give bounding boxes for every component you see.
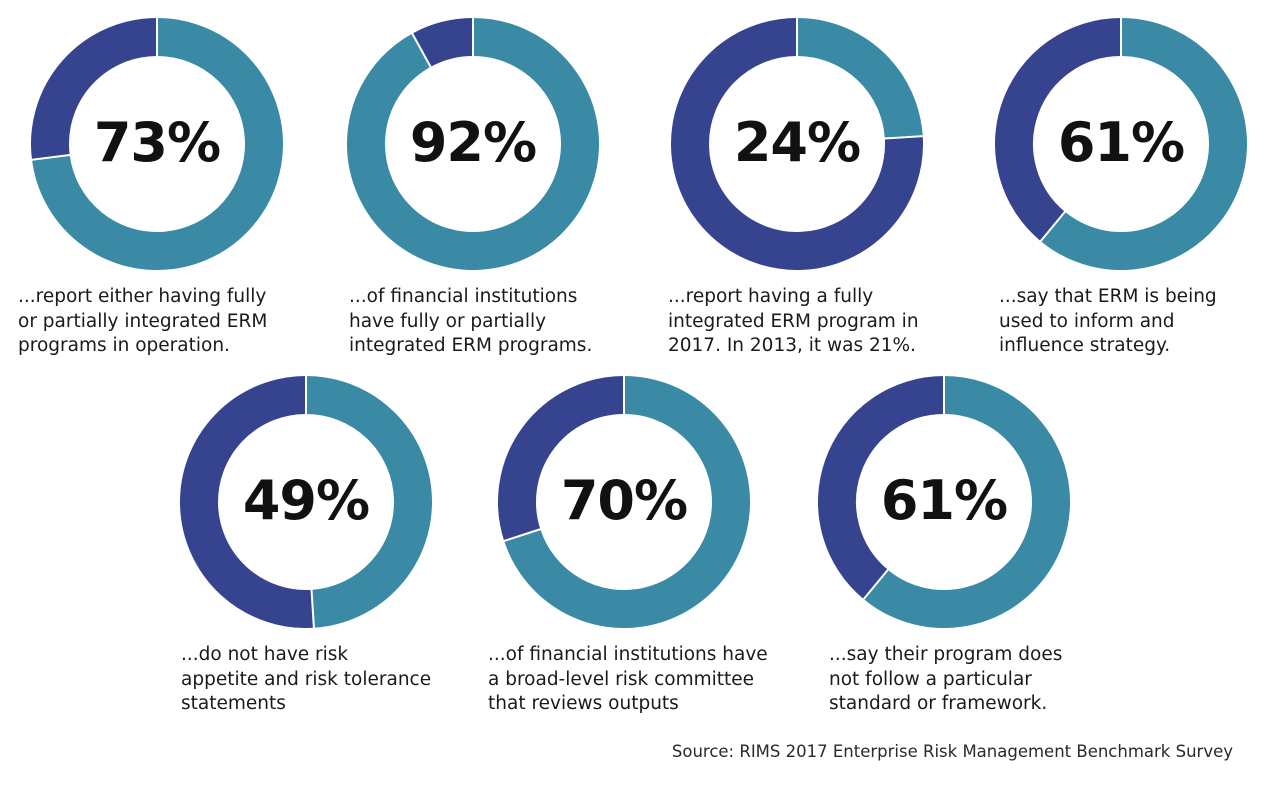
caption-7: ...say their program does not follow a p…: [829, 644, 1063, 714]
donut-6-remainder-segment: [498, 376, 625, 541]
donut-4-value-segment: [1040, 18, 1247, 270]
donut-4-remainder-segment: [995, 18, 1122, 242]
donut-chart-5: 49%: [180, 376, 432, 628]
percentage-label-2: 92%: [409, 110, 537, 174]
donut-6-value-segment: [504, 376, 750, 628]
donut-chart-4: 61%: [995, 18, 1247, 270]
donut-svg-5: [180, 376, 432, 628]
donut-svg-3: [671, 18, 923, 270]
donut-chart-2: 92%: [347, 18, 599, 270]
donut-chart-6: 70%: [498, 376, 750, 628]
donut-2-value-segment: [347, 18, 599, 270]
donut-1-separator-2: [31, 153, 71, 161]
donut-3-separator-2: [883, 135, 923, 140]
donut-1-remainder-segment: [31, 18, 158, 160]
donut-5-value-segment: [305, 376, 432, 628]
donut-7-separator-2: [862, 568, 890, 601]
caption-2: ...of financial institutions have fully …: [349, 286, 593, 356]
donut-chart-1: 73%: [31, 18, 283, 270]
donut-svg-1: [31, 18, 283, 270]
percentage-label-6: 70%: [560, 468, 688, 532]
percentage-label-4: 61%: [1057, 110, 1185, 174]
caption-1: ...report either having fully or partial…: [18, 286, 268, 356]
donut-6-separator-2: [502, 527, 542, 543]
donut-2-separator-2: [410, 32, 432, 69]
donut-svg-6: [498, 376, 750, 628]
caption-4: ...say that ERM is being used to inform …: [999, 286, 1217, 356]
donut-5-remainder-segment: [180, 376, 314, 628]
donut-1-value-segment: [31, 18, 283, 270]
percentage-label-3: 24%: [733, 110, 861, 174]
donut-4-separator-2: [1039, 210, 1067, 243]
donut-chart-7: 61%: [818, 376, 1070, 628]
percentage-label-1: 73%: [93, 110, 221, 174]
donut-3-remainder-segment: [671, 18, 923, 270]
percentage-label-5: 49%: [242, 468, 370, 532]
caption-5: ...do not have risk appetite and risk to…: [181, 644, 432, 714]
donut-7-remainder-segment: [818, 376, 945, 600]
caption-6: ...of financial institutions have a broa…: [488, 644, 768, 714]
donut-3-value-segment: [796, 18, 923, 140]
donut-svg-2: [347, 18, 599, 270]
caption-3: ...report having a fully integrated ERM …: [668, 286, 919, 356]
percentage-label-7: 61%: [880, 468, 1008, 532]
donut-2-remainder-segment: [412, 18, 474, 68]
donut-7-value-segment: [863, 376, 1070, 628]
source-note: Source: RIMS 2017 Enterprise Risk Manage…: [671, 742, 1233, 761]
donut-chart-3: 24%: [671, 18, 923, 270]
donut-svg-7: [818, 376, 1070, 628]
donut-svg-4: [995, 18, 1247, 270]
donut-5-separator-2: [310, 588, 315, 628]
